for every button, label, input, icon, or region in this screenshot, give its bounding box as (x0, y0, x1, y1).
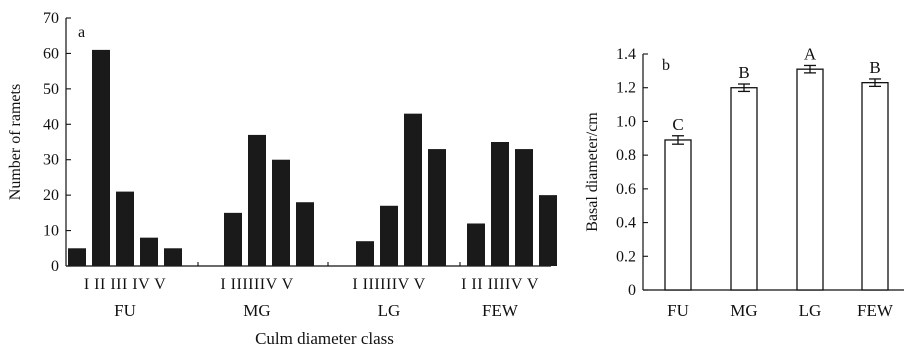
y-tick-label: 1.0 (616, 113, 636, 130)
y-tick-label: 0.4 (616, 215, 636, 232)
y-axis-title: Number of ramets (7, 84, 24, 200)
significance-letter: B (738, 63, 749, 82)
x-tick-label: MG (730, 301, 757, 320)
class-tick-labels: I IIIIIIV V (220, 276, 293, 293)
bar-fu-v (164, 248, 182, 266)
bar-fu-iii (116, 191, 134, 266)
panel-b-chart: 0 0.2 0.4 0.6 0.8 1.0 1.2 1.4 b Basal diameter/cm… (584, 44, 904, 320)
bar-mg-ii (224, 212, 242, 266)
bar-fu-ii (92, 49, 110, 267)
x-tick-label: FEW (857, 301, 894, 320)
y-tick-label: 0 (628, 282, 636, 299)
y-tick-label: 0.6 (616, 181, 636, 198)
y-tick-label: 10 (43, 223, 59, 240)
x-axis-title: Culm diameter class (255, 329, 394, 348)
bar-fu-iv (140, 237, 158, 266)
panel-label: b (662, 57, 670, 74)
class-tick-labels: I II IIIIV V (461, 276, 539, 293)
y-tick-label: 0.2 (616, 248, 636, 265)
panel-a-chart: 0 10 20 30 40 50 60 70 a Number of ramets I II III… (7, 10, 557, 348)
y-tick-label: 70 (43, 10, 59, 27)
bar-few (861, 82, 889, 291)
y-axis-title: Basal diameter/cm (584, 112, 601, 232)
x-tick-label: FU (667, 301, 689, 320)
bar-lg-iii (380, 205, 398, 266)
bar-fu (664, 139, 692, 291)
bar-few-iv (515, 149, 533, 266)
y-tick-label: 40 (43, 116, 59, 133)
y-tick-label: 20 (43, 187, 59, 204)
bar-lg-v (428, 149, 446, 266)
y-tick-label: 30 (43, 152, 59, 169)
bar-lg-iv (404, 113, 422, 267)
group-label: FEW (482, 301, 519, 320)
class-tick-labels: I IIIIIIV V (352, 276, 425, 293)
bar-few-v (539, 195, 557, 266)
bar-mg-v (296, 202, 314, 266)
group-label: MG (243, 301, 270, 320)
x-tick-label: LG (799, 301, 822, 320)
bar-few-ii (467, 223, 485, 266)
bar-few-iii (491, 142, 509, 266)
y-tick-label: 50 (43, 81, 59, 98)
class-tick-labels: I II III IV V (84, 276, 166, 293)
panel-label: a (78, 24, 85, 41)
bar-mg (730, 87, 758, 291)
y-tick-label: 0.8 (616, 147, 636, 164)
y-tick-label: 1.2 (616, 80, 636, 97)
significance-letter: A (804, 44, 817, 63)
y-tick-label: 0 (51, 258, 59, 275)
group-label: LG (378, 301, 401, 320)
bar-lg (796, 68, 824, 291)
y-tick-label: 1.4 (616, 46, 636, 63)
bar-mg-iii (248, 134, 266, 266)
y-tick-label: 60 (43, 45, 59, 62)
significance-letter: B (869, 58, 880, 77)
bar-mg-iv (272, 159, 290, 266)
group-label: FU (114, 301, 136, 320)
bar-lg-ii (356, 241, 374, 266)
significance-letter: C (672, 115, 683, 134)
bar-fu-i (68, 248, 86, 266)
